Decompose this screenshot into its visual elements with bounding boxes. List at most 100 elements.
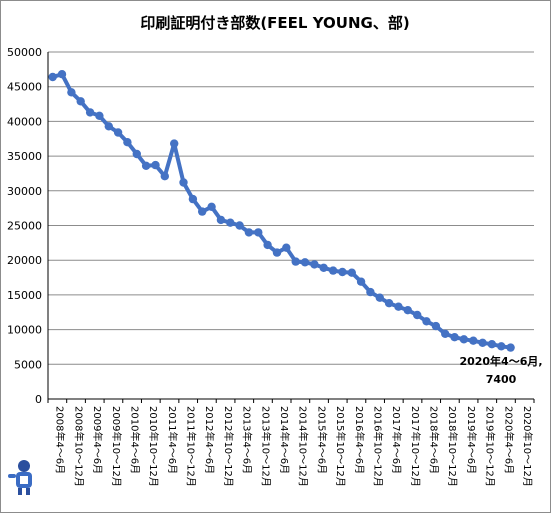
data-point (207, 202, 216, 211)
data-point (356, 277, 366, 286)
data-point (160, 172, 169, 181)
y-tick-label: 30000 (7, 185, 42, 198)
x-tick-label: 2011年10〜12月 (185, 406, 198, 487)
data-point (328, 266, 338, 275)
data-point (431, 321, 441, 331)
series-line (52, 72, 511, 350)
data-point (263, 240, 272, 250)
data-point (422, 317, 431, 326)
data-point (179, 178, 188, 187)
data-point (132, 149, 141, 159)
data-point (282, 243, 291, 252)
y-tick-labels: 0 5000 10000 15000 20000 25000 30000 35000 40000… (7, 46, 42, 406)
series-polyline (52, 72, 511, 350)
x-tick-label: 2017年10〜12月 (409, 406, 422, 487)
data-point (291, 257, 300, 266)
y-tick-label: 50000 (7, 46, 42, 59)
data-point (67, 88, 76, 97)
y-tick-label: 20000 (7, 254, 42, 267)
data-point (441, 329, 450, 338)
mascot-leg-left (18, 488, 22, 495)
data-point (394, 302, 403, 311)
data-point (506, 343, 515, 352)
x-tick-label: 2019年10〜12月 (484, 406, 497, 487)
data-point (403, 306, 412, 315)
data-point (413, 310, 422, 320)
x-tick-label: 2017年4〜6月 (390, 406, 403, 474)
x-tick-label: 2020年10〜12月 (521, 406, 534, 487)
x-tick-label: 2010年10〜12月 (147, 406, 160, 487)
data-point (216, 215, 226, 225)
x-tick-label: 2009年4〜6月 (91, 406, 104, 474)
data-point (450, 333, 459, 342)
x-tick-label: 2016年4〜6月 (353, 406, 366, 474)
data-point (244, 228, 254, 237)
mascot-illustration (8, 460, 32, 495)
y-tick-label: 25000 (7, 220, 42, 233)
x-tick-label: 2014年10〜12月 (297, 406, 310, 487)
data-point (198, 207, 207, 216)
data-point (272, 248, 282, 257)
data-point (487, 340, 497, 349)
x-tick-label: 2012年10〜12月 (222, 406, 235, 487)
data-point (254, 228, 263, 237)
data-point (300, 258, 310, 267)
mascot-badge (20, 476, 28, 484)
x-tick-label: 2018年10〜12月 (446, 406, 459, 487)
last-point-annotation: 2020年4〜6月, 7400 (459, 354, 542, 386)
data-points (48, 70, 515, 352)
data-point (310, 260, 319, 269)
x-tick-label: 2013年10〜12月 (259, 406, 272, 487)
grid-lines (48, 51, 534, 365)
x-tick-label: 2019年4〜6月 (465, 406, 478, 474)
y-tick-label: 35000 (7, 150, 42, 163)
x-tick-label: 2015年4〜6月 (315, 406, 328, 474)
y-tick-label: 0 (35, 393, 42, 406)
y-tick-label: 45000 (7, 81, 42, 94)
data-point (366, 287, 375, 297)
mascot-leg-right (26, 488, 30, 495)
data-point (151, 160, 160, 170)
x-tick-label: 2009年10〜12月 (110, 406, 123, 487)
mascot-arm (8, 474, 16, 478)
data-point (338, 267, 347, 277)
data-point (319, 263, 328, 272)
x-tick-labels: 2008年4〜6月 2008年10〜12月 2009年4〜6月 2009年10〜12月… (54, 406, 534, 487)
mascot-head (18, 460, 30, 472)
data-point (478, 338, 487, 347)
x-tick-label: 2016年10〜12月 (371, 406, 384, 487)
data-point (85, 108, 95, 117)
data-point (459, 335, 469, 344)
data-point (104, 122, 114, 131)
x-tick-label: 2013年4〜6月 (241, 406, 254, 474)
data-point (141, 161, 151, 170)
x-tick-label: 2008年4〜6月 (54, 406, 67, 474)
x-tick-label: 2010年4〜6月 (128, 406, 141, 474)
data-point (48, 72, 57, 82)
x-tick-label: 2011年4〜6月 (166, 406, 179, 474)
data-point (384, 299, 394, 308)
data-point (235, 221, 244, 230)
x-tick-label: 2008年10〜12月 (72, 406, 85, 487)
data-point (123, 138, 132, 147)
y-tick-label: 10000 (7, 324, 42, 337)
y-tick-label: 15000 (7, 289, 42, 302)
data-point (469, 336, 478, 345)
x-tick-label: 2015年10〜12月 (334, 406, 347, 487)
data-point (170, 139, 179, 148)
data-point (497, 342, 506, 351)
x-tick-label: 2018年4〜6月 (428, 406, 441, 474)
data-point (347, 268, 356, 277)
annotation-line-1: 2020年4〜6月, (459, 354, 542, 368)
data-point (375, 293, 384, 302)
chart-title: 印刷証明付き部数(FEEL YOUNG、部) (140, 14, 409, 32)
y-tick-label: 40000 (7, 115, 42, 128)
y-tick-label: 5000 (14, 358, 42, 371)
data-point (57, 70, 67, 79)
x-tick-label: 2014年4〜6月 (278, 406, 291, 474)
data-point (76, 97, 85, 106)
data-point (113, 128, 123, 137)
data-point (188, 194, 198, 204)
axes (47, 52, 535, 403)
